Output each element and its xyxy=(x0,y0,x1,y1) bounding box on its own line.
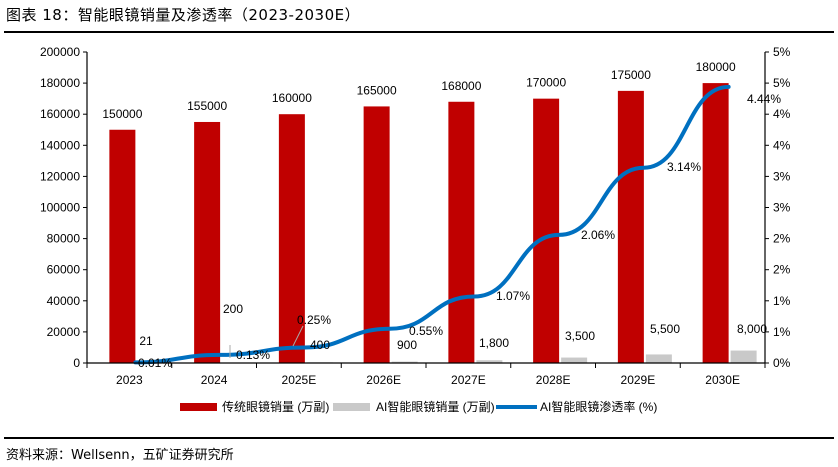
x-tick-label: 2025E xyxy=(282,373,317,387)
ai-sales-value-label: 200 xyxy=(223,302,243,316)
left-tick-label: 160000 xyxy=(40,107,80,121)
x-tick-label: 2027E xyxy=(451,373,486,387)
top-divider xyxy=(4,31,834,33)
right-tick-label: 5% xyxy=(773,76,791,90)
legend-swatch-ai-sales xyxy=(333,403,370,411)
ai-sales-bar xyxy=(476,360,503,363)
bottom-divider xyxy=(4,437,834,439)
penetration-value-label: 1.07% xyxy=(496,289,530,303)
right-tick-label: 3% xyxy=(773,169,791,183)
traditional-bar xyxy=(617,90,644,363)
x-tick-label: 2030E xyxy=(705,373,740,387)
left-tick-label: 60000 xyxy=(47,263,81,277)
traditional-bar xyxy=(702,83,729,363)
left-tick-label: 120000 xyxy=(40,169,80,183)
right-tick-label: 4% xyxy=(773,107,791,121)
traditional-value-label: 150000 xyxy=(102,107,142,121)
ai-sales-value-label: 8,000 xyxy=(737,322,767,336)
ai-sales-bar xyxy=(730,350,757,363)
traditional-value-label: 168000 xyxy=(441,79,481,93)
penetration-value-label: 0.55% xyxy=(409,324,443,338)
penetration-value-label: 0.13% xyxy=(236,348,270,362)
left-tick-label: 140000 xyxy=(40,138,80,152)
x-axis: 2023 2024 2025E 2026E 2027E 2028E 2029E 2030E xyxy=(86,362,766,387)
right-tick-label: 0% xyxy=(773,356,791,370)
ai-sales-bar xyxy=(645,354,672,363)
ai-sales-value-label: 400 xyxy=(310,338,330,352)
left-tick-label: 200000 xyxy=(40,45,80,59)
penetration-value-label: 0.25% xyxy=(297,313,331,327)
penetration-value-label: 0.01% xyxy=(138,356,172,370)
penetration-value-label: 3.14% xyxy=(667,160,701,174)
ai-sales-bar xyxy=(561,357,588,363)
right-tick-label: 4% xyxy=(773,138,791,152)
ai-sales-value-label: 1,800 xyxy=(479,336,509,350)
legend-swatch-traditional xyxy=(180,403,217,411)
traditional-bar xyxy=(109,129,136,363)
x-tick-label: 2026E xyxy=(366,373,401,387)
bar-series xyxy=(109,83,757,364)
legend: 传统眼镜销量 (万副) AI智能眼镜销量 (万副) AI智能眼镜渗透率 (%) xyxy=(180,399,657,414)
ai-sales-bar xyxy=(391,361,418,363)
legend-label-penetration: AI智能眼镜渗透率 (%) xyxy=(540,399,657,414)
traditional-value-label: 180000 xyxy=(696,60,736,74)
left-tick-label: 40000 xyxy=(47,294,81,308)
right-tick-label: 2% xyxy=(773,232,791,246)
right-tick-label: 5% xyxy=(773,45,791,59)
source-note: 资料来源：Wellsenn，五矿证券研究所 xyxy=(6,448,234,463)
x-tick-label: 2029E xyxy=(621,373,656,387)
right-y-axis: 0% 1% 1% 2% 2% 3% 3% 4% 4% 5% 5% xyxy=(764,45,791,370)
right-tick-label: 1% xyxy=(773,294,791,308)
traditional-bar xyxy=(448,101,475,363)
left-tick-label: 20000 xyxy=(47,325,81,339)
ai-sales-value-label: 21 xyxy=(139,334,153,348)
ai-sales-value-label: 3,500 xyxy=(565,329,595,343)
ai-sales-value-label: 5,500 xyxy=(650,322,680,336)
traditional-value-label: 155000 xyxy=(187,99,227,113)
right-tick-label: 2% xyxy=(773,263,791,277)
traditional-bar xyxy=(278,114,305,363)
data-labels: 150000 155000 160000 165000 168000 170000 1750… xyxy=(102,60,781,370)
traditional-bar xyxy=(533,98,560,364)
traditional-bar xyxy=(363,106,390,364)
x-tick-label: 2024 xyxy=(201,373,228,387)
left-y-axis: 0 20000 40000 60000 80000 100000 120000 140000 1… xyxy=(40,45,88,370)
right-tick-label: 3% xyxy=(773,201,791,215)
ai-sales-value-label: 900 xyxy=(397,338,417,352)
penetration-line xyxy=(133,84,731,365)
chart-title: 图表 18：智能眼镜销量及渗透率（2023-2030E） xyxy=(6,6,361,24)
right-tick-label: 1% xyxy=(773,325,791,339)
left-tick-label: 0 xyxy=(73,356,80,370)
traditional-value-label: 165000 xyxy=(357,83,397,97)
traditional-value-label: 170000 xyxy=(526,76,566,90)
legend-label-ai-sales: AI智能眼镜销量 (万副) xyxy=(376,399,495,414)
penetration-value-label: 4.44% xyxy=(747,92,781,106)
left-tick-label: 100000 xyxy=(40,201,80,215)
penetration-value-label: 2.06% xyxy=(581,228,615,242)
left-tick-label: 80000 xyxy=(47,232,81,246)
traditional-value-label: 160000 xyxy=(272,91,312,105)
x-tick-label: 2028E xyxy=(536,373,571,387)
traditional-bar xyxy=(194,121,221,363)
x-tick-label: 2023 xyxy=(116,373,143,387)
legend-label-traditional: 传统眼镜销量 (万副) xyxy=(222,399,329,414)
left-tick-label: 180000 xyxy=(40,76,80,90)
traditional-value-label: 175000 xyxy=(611,68,651,82)
